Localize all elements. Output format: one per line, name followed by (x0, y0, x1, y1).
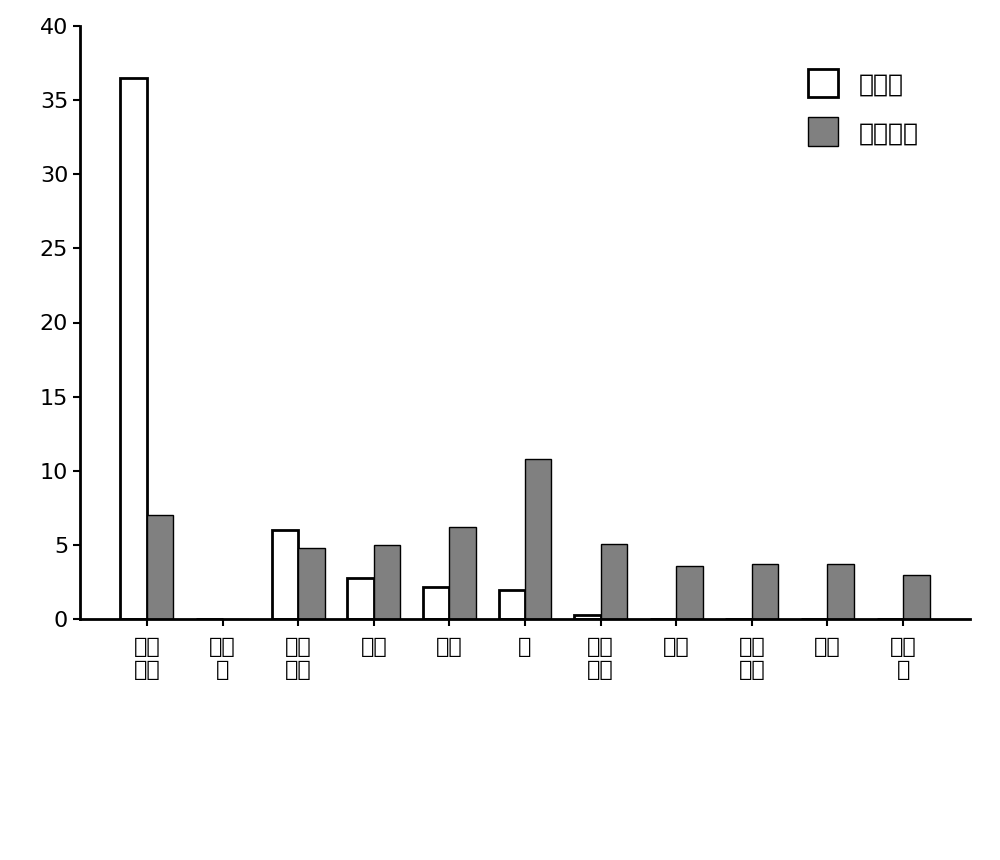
Bar (601, 544, 627, 619)
Bar (272, 530, 298, 619)
Bar (525, 459, 551, 619)
Bar (903, 574, 930, 619)
Bar (374, 545, 400, 619)
Legend: 溶解度, 溶剂极性: 溶解度, 溶剂极性 (796, 56, 931, 159)
Bar (423, 587, 449, 619)
Bar (347, 578, 374, 619)
Bar (147, 515, 173, 619)
Bar (120, 77, 147, 619)
Bar (449, 527, 476, 619)
Bar (574, 615, 601, 619)
Bar (499, 590, 525, 619)
Bar (752, 564, 778, 619)
Bar (676, 566, 703, 619)
Bar (827, 564, 854, 619)
Bar (298, 548, 325, 619)
